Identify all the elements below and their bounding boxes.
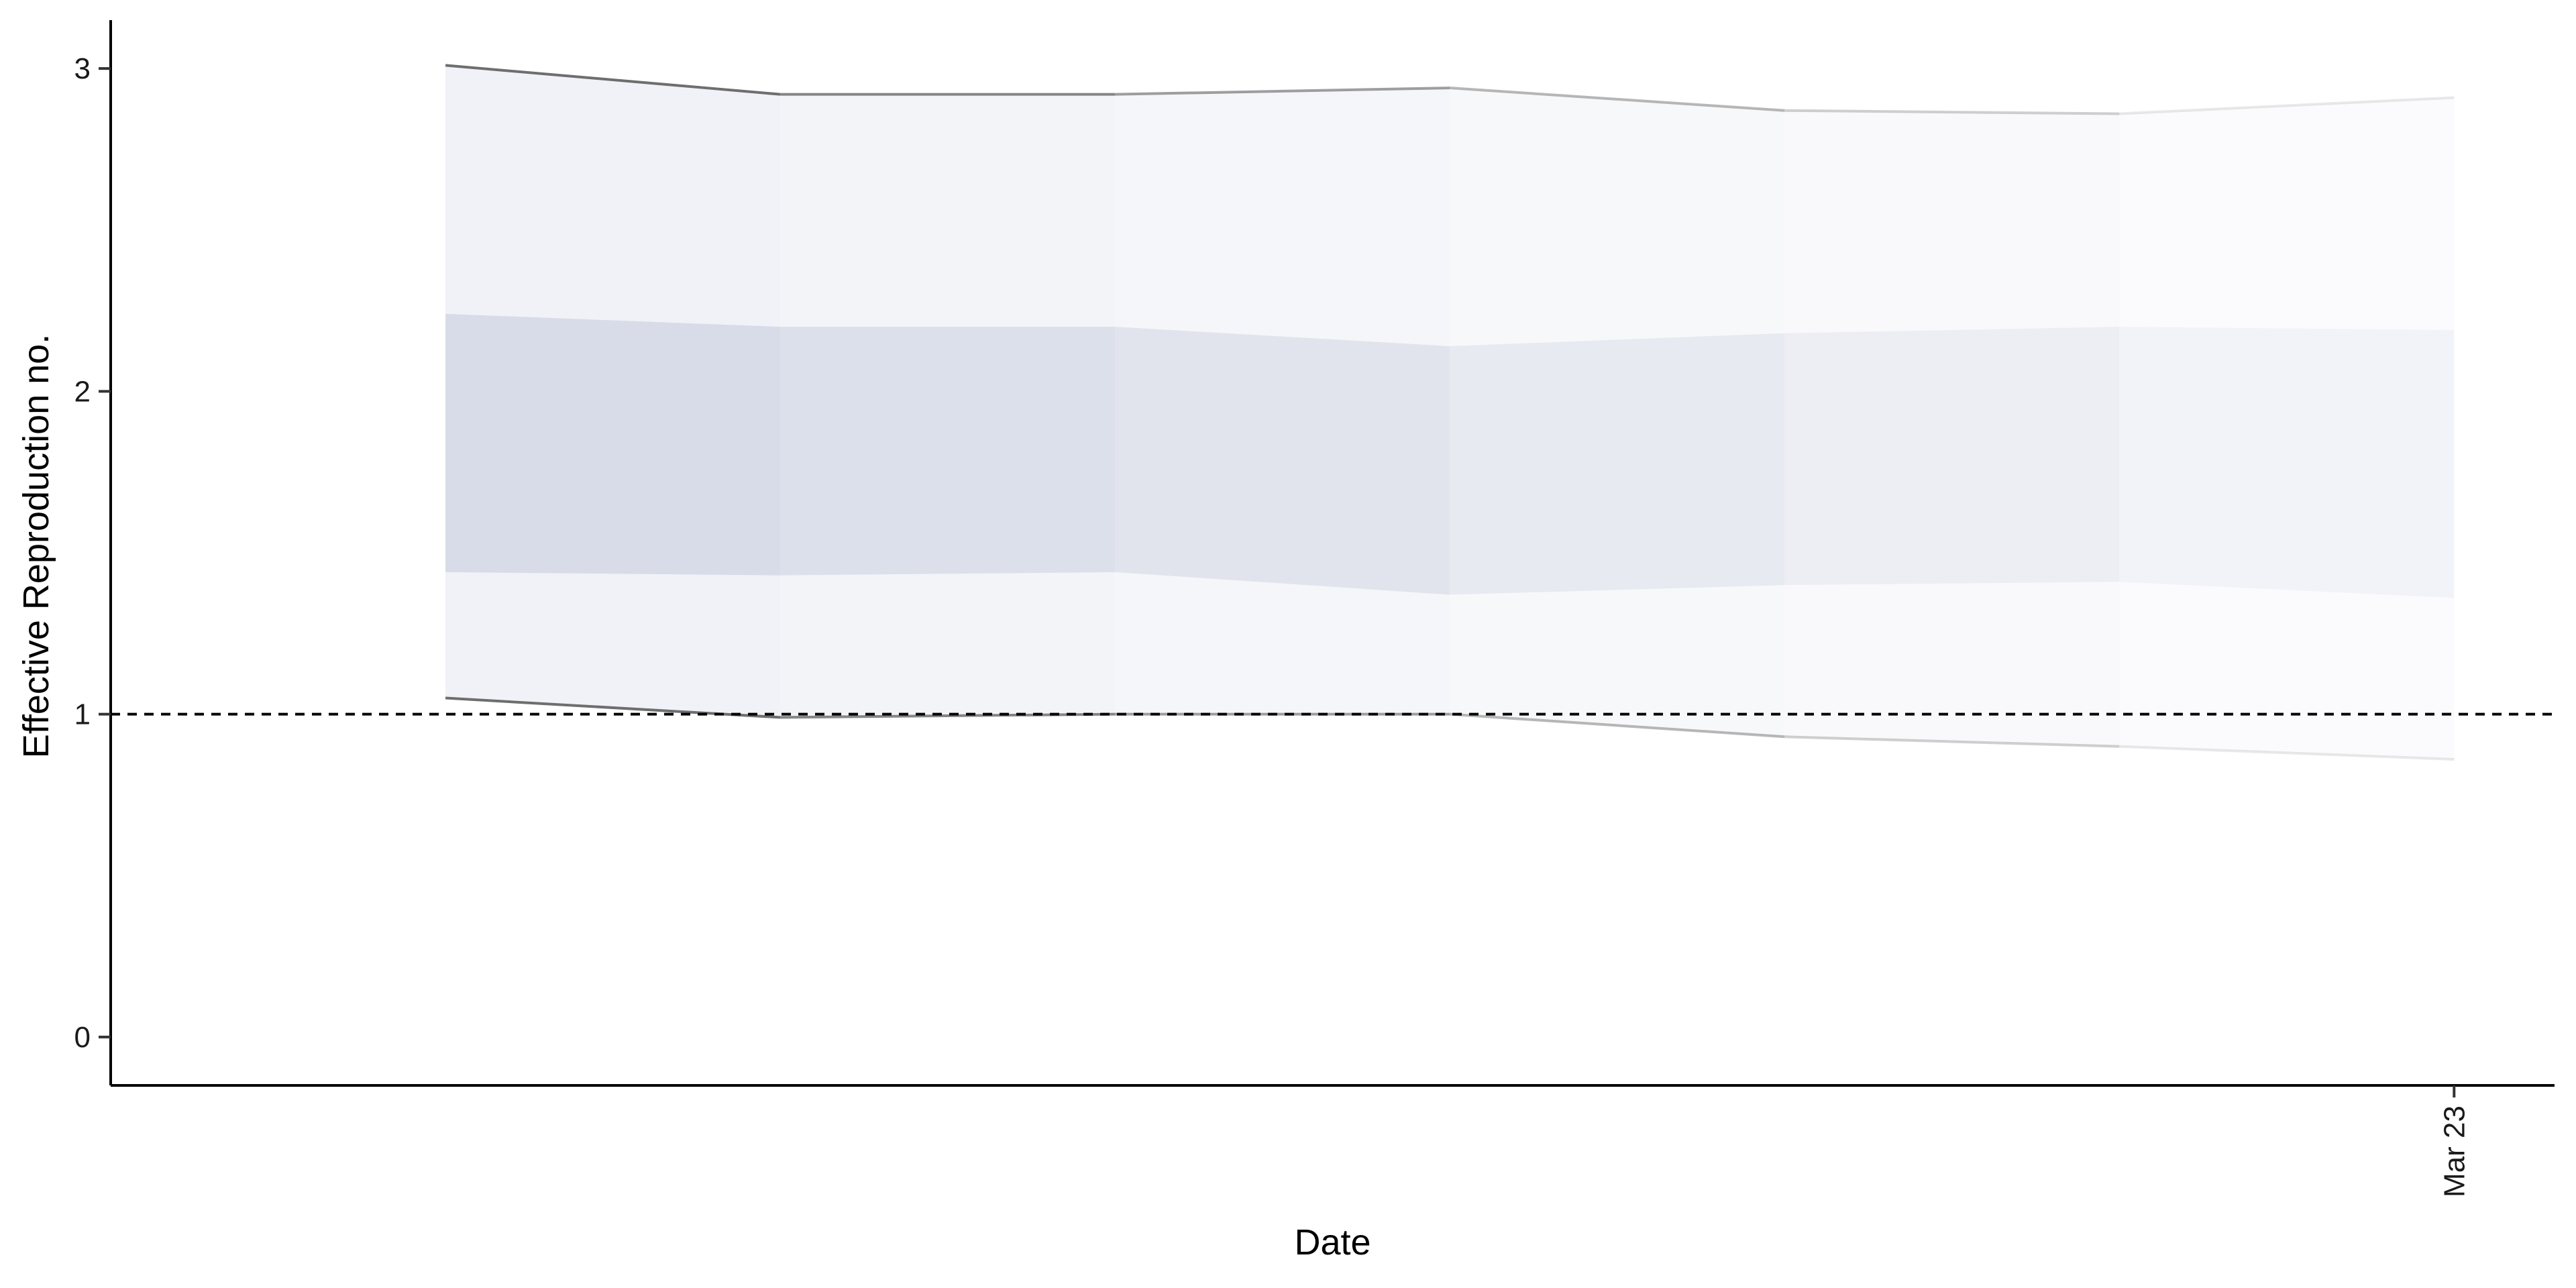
outer-lower-bound-segment-1 bbox=[445, 696, 781, 719]
y-axis-title: Effective Reproduction no. bbox=[16, 334, 56, 758]
band-group bbox=[445, 65, 2455, 759]
band-outer-segment-5 bbox=[1784, 110, 2120, 747]
outer-upper-bound-segment-5 bbox=[1784, 109, 2120, 115]
y-tick-label-3: 3 bbox=[74, 52, 91, 85]
bound-line-group bbox=[445, 64, 2455, 761]
band-inner-segment-1 bbox=[445, 313, 781, 576]
x-axis-title: Date bbox=[1294, 1222, 1371, 1263]
outer-lower-bound-segment-6 bbox=[2119, 745, 2455, 761]
y-tick-label-0: 0 bbox=[74, 1021, 91, 1054]
y-tick-group: 0 1 2 3 bbox=[74, 52, 111, 1054]
y-tick-label-1: 1 bbox=[74, 698, 91, 731]
outer-upper-bound-segment-1 bbox=[445, 64, 781, 96]
band-outer-segment-3 bbox=[1115, 88, 1450, 714]
band-outer-segment-2 bbox=[780, 94, 1116, 718]
x-tick-group: Mar 23 bbox=[2438, 1085, 2471, 1197]
band-outer-segment-4 bbox=[1450, 88, 1785, 737]
band-inner-segment-5 bbox=[1784, 327, 2120, 586]
band-inner-segment-3 bbox=[1115, 327, 1450, 595]
band-inner-segment-2 bbox=[780, 327, 1116, 576]
x-tick-label-1: Mar 23 bbox=[2438, 1106, 2471, 1197]
outer-upper-bound-segment-4 bbox=[1450, 87, 1785, 112]
outer-upper-bound-segment-3 bbox=[1115, 87, 1450, 96]
band-outer-segment-6 bbox=[2119, 97, 2455, 759]
band-inner-segment-4 bbox=[1450, 333, 1785, 595]
outer-lower-bound-segment-5 bbox=[1784, 735, 2120, 748]
band-inner-segment-6 bbox=[2119, 327, 2455, 598]
outer-lower-bound-segment-4 bbox=[1450, 712, 1785, 739]
outer-upper-bound-segment-6 bbox=[2119, 96, 2455, 115]
y-tick-label-2: 2 bbox=[74, 375, 91, 408]
